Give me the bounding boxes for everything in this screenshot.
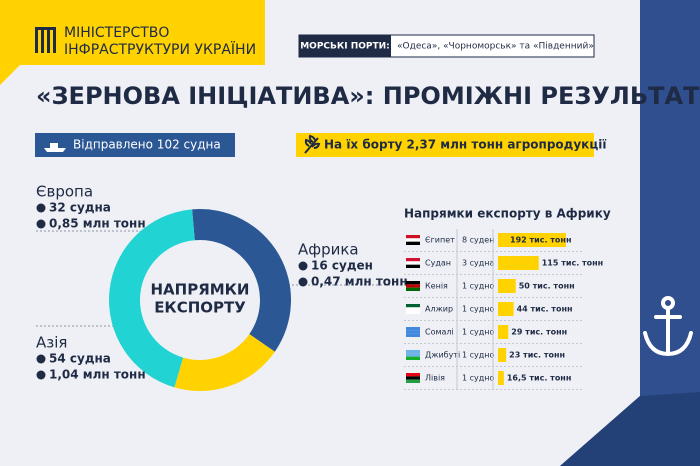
tonnage-icon	[36, 219, 46, 229]
bar	[498, 325, 509, 339]
tonnage-icon	[298, 277, 308, 287]
page-title: «ЗЕРНОВА ІНІЦІАТИВА»: ПРОМІЖНІ РЕЗУЛЬТАТ…	[36, 82, 700, 110]
ship-count: 1 судно	[462, 282, 495, 291]
bar	[498, 279, 516, 293]
tonnage-label: 1,04 млн тонн	[49, 368, 146, 382]
flag	[406, 307, 420, 311]
ship-count: 16 суден	[311, 259, 373, 273]
tonnage-icon	[36, 370, 46, 380]
flag	[406, 350, 420, 354]
ship-count: 8 суден	[462, 236, 494, 245]
bar-label: 16,5 тис. тонн	[507, 374, 572, 383]
bar	[498, 371, 504, 385]
country-name: Єгипет	[425, 236, 455, 245]
donut-segment	[174, 334, 275, 392]
bar-label: 23 тис. тонн	[509, 351, 565, 360]
header-band	[0, 0, 265, 85]
flag	[406, 353, 420, 357]
region-name: Азія	[36, 334, 67, 352]
flag	[406, 238, 420, 242]
bar-label: 192 тис. тонн	[510, 236, 571, 245]
bar-title: Напрямки експорту в Африку	[404, 207, 611, 221]
bar-label: 50 тис. тонн	[519, 282, 575, 291]
region-name: Європа	[36, 183, 93, 201]
flag	[406, 235, 420, 239]
donut-center-label: ЕКСПОРТУ	[154, 299, 246, 317]
donut-center-label: НАПРЯМКИ	[150, 281, 249, 299]
ship-count: 54 судна	[49, 352, 111, 366]
bar-label: 44 тис. тонн	[517, 305, 573, 314]
flag	[406, 304, 420, 308]
side-panel-shade	[560, 392, 700, 466]
flag	[406, 261, 420, 265]
ports-list: «Одеса», «Чорноморськ» та «Південний»	[397, 42, 594, 52]
flag	[406, 287, 420, 291]
anchor-icon	[643, 296, 693, 357]
ship-icon	[298, 261, 308, 271]
flag	[406, 281, 420, 285]
donut-segment	[108, 209, 195, 388]
country-name: Лівія	[425, 374, 445, 383]
flag	[406, 284, 420, 288]
donut-segment	[192, 209, 291, 352]
bar-label: 115 тис. тонн	[542, 259, 603, 268]
ship-icon	[44, 143, 66, 152]
ministry-line: МІНІСТЕРСТВО	[64, 25, 169, 41]
ministry-line: ІНФРАСТРУКТУРИ УКРАЇНИ	[64, 40, 256, 58]
bar	[498, 256, 539, 270]
bar-label: 29 тис. тонн	[511, 328, 567, 337]
bar	[498, 233, 566, 247]
flag	[406, 330, 420, 334]
ship-count: 3 судна	[462, 259, 495, 268]
ship-count: 1 судно	[462, 374, 495, 383]
ships-box	[35, 133, 235, 157]
country-name: Джибуті	[425, 351, 460, 360]
wheat-icon	[304, 134, 321, 154]
flag	[406, 264, 420, 268]
bar	[498, 348, 507, 362]
flag	[406, 379, 420, 383]
cargo-box	[296, 133, 594, 157]
ship-count: 1 судно	[462, 328, 495, 337]
country-name: Кенія	[425, 282, 448, 291]
ship-icon	[36, 203, 46, 213]
ship-count: 1 судно	[462, 305, 495, 314]
region-name: Африка	[298, 241, 359, 259]
flag	[406, 356, 420, 360]
ship-icon	[36, 354, 46, 364]
flag	[406, 310, 420, 314]
country-name: Судан	[425, 259, 451, 268]
side-panel	[560, 0, 700, 466]
cargo-summary: На їх борту 2,37 млн тонн агропродукції	[324, 138, 606, 152]
ports-label: МОРСЬКІ ПОРТИ:	[300, 42, 390, 52]
flag	[406, 327, 420, 331]
bar	[498, 302, 514, 316]
ships-summary: Відправлено 102 судна	[73, 138, 221, 152]
flag	[406, 258, 420, 262]
logo	[35, 27, 56, 53]
flag	[406, 376, 420, 380]
flag	[406, 241, 420, 245]
tonnage-label: 0,85 млн тонн	[49, 217, 146, 231]
flag	[406, 373, 420, 377]
country-name: Алжир	[425, 305, 453, 314]
ship-count: 32 судна	[49, 201, 111, 215]
country-name: Сомалі	[425, 328, 454, 337]
flag	[406, 333, 420, 337]
ship-count: 1 судно	[462, 351, 495, 360]
tonnage-label: 0,47 млн тонн	[311, 275, 408, 289]
ports-label-box	[299, 35, 391, 57]
